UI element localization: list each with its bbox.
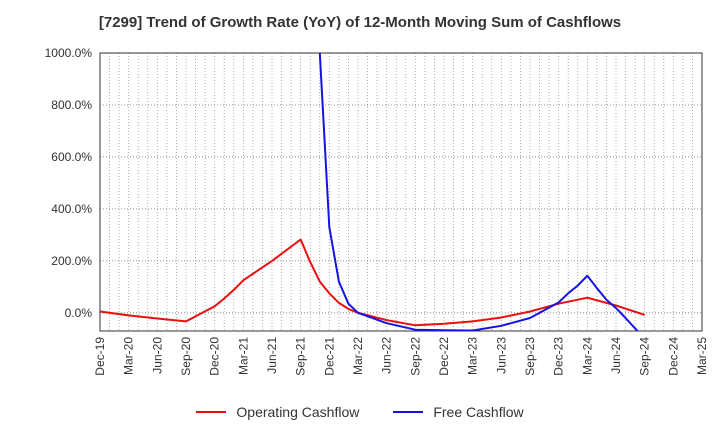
series-line-operating-cashflow — [100, 238, 646, 327]
x-tick-label: Dec-21 — [322, 337, 336, 376]
y-tick-label: 1000.0% — [45, 46, 93, 60]
x-tick-label: Mar-21 — [236, 337, 250, 375]
x-tick-label: Sep-20 — [179, 337, 193, 376]
x-tick-label: Mar-25 — [695, 337, 709, 375]
x-tick-label: Jun-22 — [380, 337, 394, 374]
legend-label-free-cashflow: Free Cashflow — [433, 404, 524, 420]
x-tick-label: Mar-20 — [122, 337, 136, 375]
x-tick-label: Dec-24 — [666, 337, 680, 376]
x-tick-label: Sep-23 — [523, 337, 537, 376]
y-tick-label: 200.0% — [51, 254, 92, 268]
legend-item-operating-cashflow: Operating Cashflow — [196, 404, 359, 420]
x-tick-label: Jun-21 — [265, 337, 279, 374]
y-tick-label: 400.0% — [51, 202, 92, 216]
legend-item-free-cashflow: Free Cashflow — [393, 404, 524, 420]
x-tick-label: Mar-23 — [466, 337, 480, 375]
chart-title: [7299] Trend of Growth Rate (YoY) of 12-… — [98, 14, 622, 31]
chart-plot: 0.0% 200.0% 400.0% 600.0% 800.0% 1000.0% Dec-1… — [45, 46, 709, 376]
x-tick-label: Mar-24 — [580, 337, 594, 375]
series-line-free-cashflow — [318, 53, 639, 331]
x-tick-label: Sep-21 — [294, 337, 308, 376]
x-tick-label: Jun-24 — [609, 337, 623, 374]
x-tick-label: Jun-23 — [494, 337, 508, 374]
y-tick-label: 800.0% — [51, 98, 92, 112]
x-tick-label: Sep-22 — [408, 337, 422, 376]
x-tick-label: Jun-20 — [150, 337, 164, 374]
y-tick-label: 600.0% — [51, 150, 92, 164]
x-tick-label: Mar-22 — [351, 337, 365, 375]
x-tick-label: Dec-20 — [208, 337, 222, 376]
x-tick-label: Dec-22 — [437, 337, 451, 376]
legend-swatch-free-cashflow — [393, 411, 424, 413]
y-tick-label: 0.0% — [65, 306, 93, 320]
chart-legend: Operating Cashflow Free Cashflow — [0, 404, 720, 420]
legend-swatch-operating-cashflow — [196, 411, 227, 413]
legend-label-operating-cashflow: Operating Cashflow — [236, 404, 360, 420]
x-tick-label: Sep-24 — [638, 337, 652, 376]
plot-area — [100, 53, 702, 331]
x-tick-label: Dec-19 — [93, 337, 107, 376]
x-tick-label: Dec-23 — [552, 337, 566, 376]
plot-border — [99, 52, 703, 332]
